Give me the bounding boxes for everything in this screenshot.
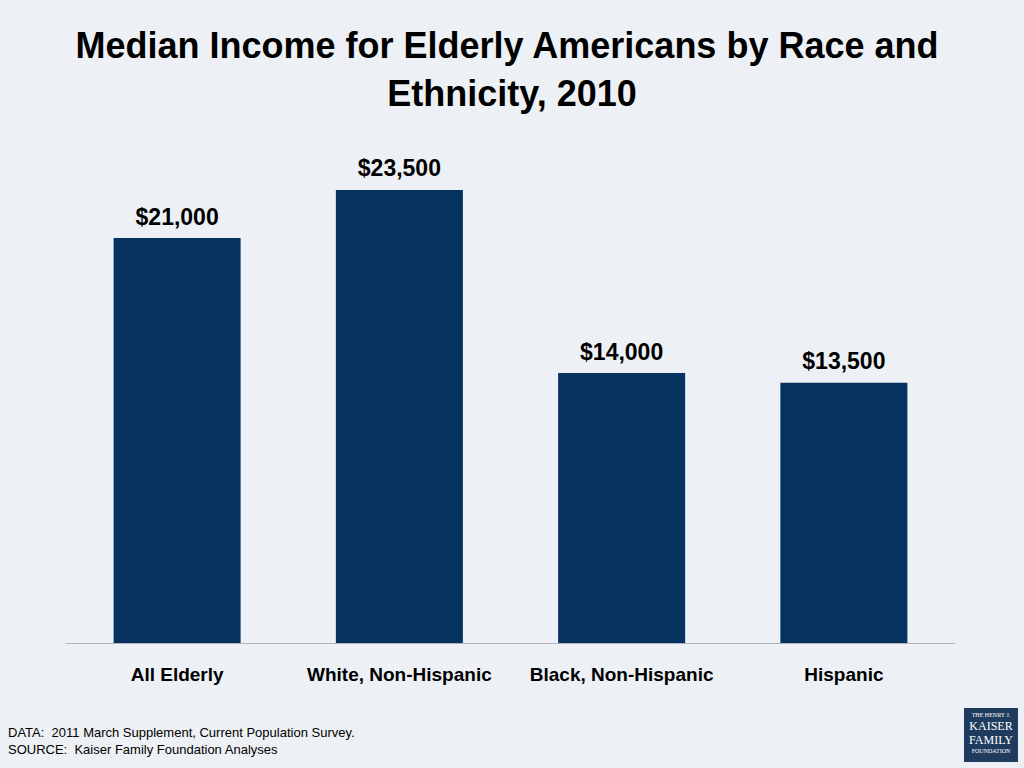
svg-text:Median Income for Elderly Amer: Median Income for Elderly Americans by R…: [76, 25, 949, 66]
svg-text:$21,000: $21,000: [136, 204, 219, 230]
svg-text:FOUNDATION: FOUNDATION: [972, 748, 1011, 754]
svg-text:FAMILY: FAMILY: [969, 733, 1013, 747]
svg-text:$23,500: $23,500: [358, 155, 441, 181]
svg-text:$14,000: $14,000: [580, 339, 663, 365]
svg-text:$13,500: $13,500: [802, 348, 885, 374]
svg-text:White, Non-Hispanic: White, Non-Hispanic: [307, 664, 492, 685]
svg-text:Hispanic: Hispanic: [804, 664, 884, 685]
svg-text:SOURCE: Kaiser Family Foundat: SOURCE: Kaiser Family Foundation Analyse…: [8, 742, 278, 757]
svg-text:DATA: 2011 March Supplement,: DATA: 2011 March Supplement, Current Pop…: [8, 725, 355, 740]
svg-text:Black, Non-Hispanic: Black, Non-Hispanic: [530, 664, 714, 685]
svg-text:THE HENRY J.: THE HENRY J.: [972, 712, 1011, 718]
svg-text:All Elderly: All Elderly: [131, 664, 224, 685]
svg-text:Ethnicity, 2010: Ethnicity, 2010: [387, 73, 636, 114]
svg-text:KAISER: KAISER: [969, 719, 1012, 733]
